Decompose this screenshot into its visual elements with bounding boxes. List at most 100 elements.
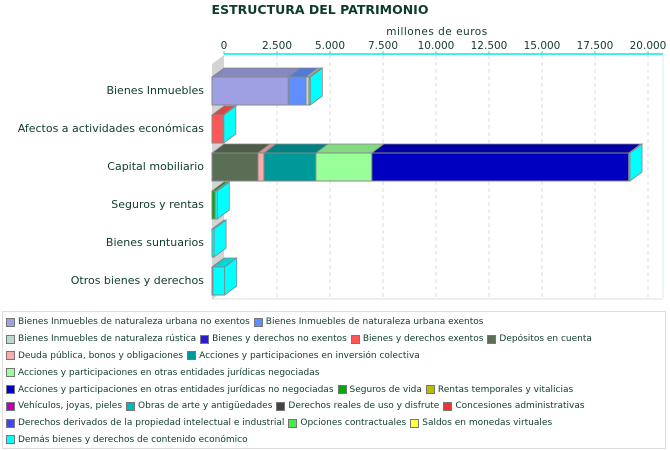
legend-label: Depósitos en cuenta <box>499 334 592 345</box>
x-tick-label: 20.000 <box>630 40 667 52</box>
legend-item: Opciones contractuales <box>288 418 406 428</box>
legend-row: Deuda pública, bonos y obligaciones Accio… <box>6 348 661 365</box>
legend-item: Acciones y participaciones en otras enti… <box>6 368 319 378</box>
x-tick-label: 2.500 <box>262 40 292 52</box>
bar-segment <box>257 152 265 182</box>
legend-label: Bienes y derechos exentos <box>362 334 484 345</box>
x-tick-label: 10.000 <box>418 40 455 52</box>
legend-label: Bienes Inmuebles de naturaleza urbana ex… <box>265 317 484 328</box>
bar-segment-top <box>370 143 642 154</box>
legend-swatch <box>337 385 347 395</box>
legend-swatch <box>410 418 420 428</box>
bar-segment <box>211 76 289 106</box>
bar-side <box>629 143 643 182</box>
legend-label: Demás bienes y derechos de contenido eco… <box>18 434 248 445</box>
legend-item: Acciones y participaciones en otras enti… <box>6 385 334 395</box>
x-tick-label: 5.000 <box>315 40 345 52</box>
legend-item: Saldos en monedas virtuales <box>410 418 552 428</box>
legend-swatch <box>6 334 15 344</box>
legend-row: Bienes Inmuebles de naturaleza rústica Bi… <box>6 331 661 348</box>
legend-row: Derechos derivados de la propiedad intel… <box>6 415 661 432</box>
x-tick-label: 0 <box>221 40 228 52</box>
bar-side <box>213 219 227 258</box>
bar-segment <box>263 152 317 182</box>
legend-swatch <box>126 401 136 411</box>
legend-row: Vehículos, joyas, pieles Obras de arte y … <box>6 398 661 415</box>
x-tick-label: 12.500 <box>471 40 508 52</box>
legend-label: Saldos en monedas virtuales <box>422 418 553 429</box>
x-tick-label: 17.500 <box>577 40 614 52</box>
legend-label: Bienes Inmuebles de naturaleza urbana no… <box>18 317 250 328</box>
legend-swatch <box>6 368 15 378</box>
bar-segment <box>287 76 307 106</box>
legend-item: Rentas temporales y vitalicias <box>425 384 574 395</box>
bar-side <box>216 181 230 220</box>
bar-segment <box>211 152 259 182</box>
legend-swatch <box>6 435 15 445</box>
legend-swatch <box>288 418 298 428</box>
legend-label: Deuda pública, bonos y obligaciones <box>18 350 184 361</box>
legend-label: Derechos derivados de la propiedad intel… <box>18 418 285 429</box>
legend-label: Opciones contractuales <box>300 418 407 429</box>
legend-swatch <box>6 385 15 395</box>
legend-swatch <box>6 317 15 327</box>
legend-swatch <box>253 317 263 327</box>
legend-label: Seguros de vida <box>349 384 422 395</box>
legend-row: Acciones y participaciones en otras enti… <box>6 381 661 398</box>
legend-item: Vehículos, joyas, pieles <box>6 401 122 411</box>
legend-swatch <box>6 418 15 428</box>
legend-label: Bienes Inmuebles de naturaleza rústica <box>18 334 197 345</box>
legend-item: Acciones y participaciones en inversión … <box>187 351 420 361</box>
legend-swatch <box>350 334 360 344</box>
legend-swatch <box>6 401 15 411</box>
bar-side <box>309 67 323 106</box>
legend-item: Bienes y derechos exentos <box>350 334 484 345</box>
chart: ESTRUCTURA DEL PATRIMONIO millones de eu… <box>18 2 667 300</box>
bar-segment-top <box>210 67 302 78</box>
legend-item: Demás bienes y derechos de contenido eco… <box>6 435 248 445</box>
legend-label: Obras de arte y antigüedades <box>138 401 273 412</box>
bar-segment <box>211 114 224 144</box>
legend-label: Vehículos, joyas, pieles <box>18 401 123 412</box>
legend-item: Derechos derivados de la propiedad intel… <box>6 418 284 428</box>
legend-row: Bienes Inmuebles de naturaleza urbana no… <box>6 314 661 331</box>
category-label: Seguros y rentas <box>111 198 204 211</box>
legend-item: Bienes Inmuebles de naturaleza urbana ex… <box>253 317 484 328</box>
legend: Bienes Inmuebles de naturaleza urbana no… <box>2 311 666 450</box>
legend-item: Bienes y derechos no exentos <box>200 334 347 344</box>
legend-item: Obras de arte y antigüedades <box>126 401 272 411</box>
legend-row: Demás bienes y derechos de contenido eco… <box>6 432 661 449</box>
legend-swatch <box>6 351 15 361</box>
x-tick-label: 15.000 <box>524 40 561 52</box>
legend-item: Bienes Inmuebles de naturaleza rústica <box>6 334 196 344</box>
bar-segment <box>212 266 226 296</box>
x-tick-label: 7.500 <box>368 40 398 52</box>
bar-segment <box>315 152 373 182</box>
legend-item: Concesiones administrativas <box>443 401 585 412</box>
legend-swatch <box>487 334 497 344</box>
category-label: Bienes suntuarios <box>106 236 204 249</box>
legend-item: Deuda pública, bonos y obligaciones <box>6 351 183 361</box>
legend-label: Acciones y participaciones en otras enti… <box>18 384 334 395</box>
bar-side <box>223 105 237 144</box>
legend-swatch <box>443 401 453 411</box>
chart-title: ESTRUCTURA DEL PATRIMONIO <box>212 2 429 17</box>
category-label: Bienes Inmuebles <box>106 84 204 97</box>
legend-swatch <box>425 385 435 395</box>
legend-item: Depósitos en cuenta <box>487 334 592 344</box>
bar-segment <box>371 152 630 182</box>
category-label: Capital mobiliario <box>107 160 204 173</box>
x-axis-label: millones de euros <box>386 26 487 38</box>
legend-label: Bienes y derechos no exentos <box>212 334 347 345</box>
legend-row: Acciones y participaciones en otras enti… <box>6 364 661 381</box>
legend-label: Derechos reales de uso y disfrute <box>288 401 440 412</box>
legend-label: Concesiones administrativas <box>455 401 585 412</box>
category-label: Afectos a actividades económicas <box>18 122 205 135</box>
legend-label: Rentas temporales y vitalicias <box>437 384 574 395</box>
category-label: Otros bienes y derechos <box>71 274 205 287</box>
legend-item: Bienes Inmuebles de naturaleza urbana no… <box>6 317 250 327</box>
bar-side <box>224 257 238 296</box>
legend-item: Seguros de vida <box>337 384 422 395</box>
legend-label: Acciones y participaciones en otras enti… <box>18 367 320 378</box>
legend-item: Derechos reales de uso y disfrute <box>276 401 439 411</box>
